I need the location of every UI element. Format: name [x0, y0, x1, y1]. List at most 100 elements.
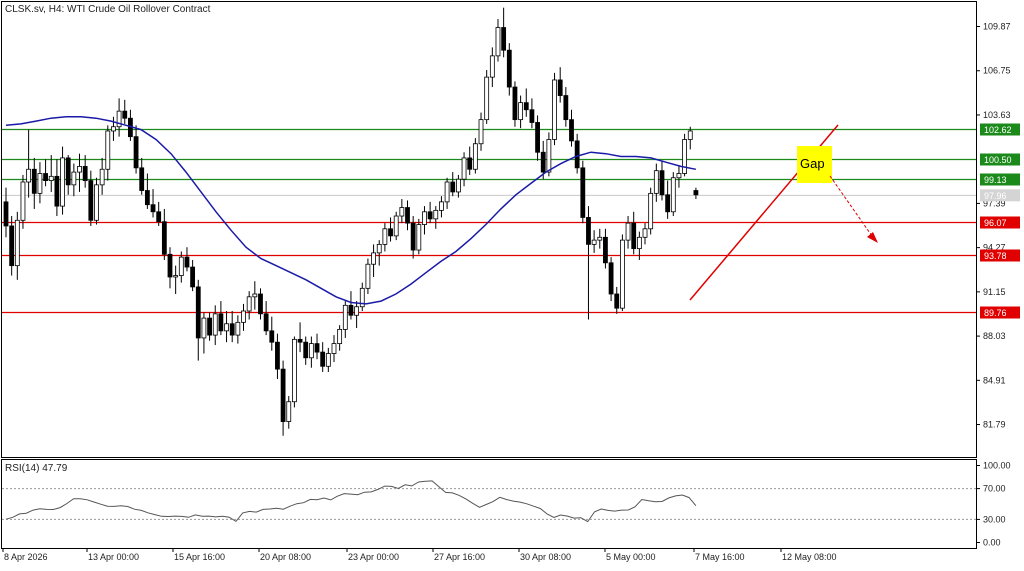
candle-bearish	[88, 180, 94, 221]
candle-bullish	[546, 139, 552, 173]
rsi-tick-label: 70.00	[983, 484, 1006, 494]
candle-bearish	[167, 253, 173, 278]
candle-bearish	[280, 368, 286, 422]
price-tick-label: 84.91	[983, 375, 1006, 385]
candle-bearish	[467, 157, 473, 170]
candle-bearish	[574, 140, 580, 169]
candle-bearish	[263, 313, 269, 332]
candle-bullish	[201, 317, 207, 339]
main-panel-frame	[1, 1, 977, 458]
current-price-box	[980, 189, 1020, 202]
candle-bearish	[388, 228, 393, 237]
candle-bullish	[439, 201, 444, 211]
gap-label: Gap	[800, 156, 825, 171]
candle-bullish	[178, 256, 184, 276]
price-tick-label: 91.15	[983, 287, 1006, 297]
candle-bullish	[495, 27, 501, 57]
level-label: 89.76	[984, 308, 1007, 318]
candle-bullish	[648, 192, 654, 230]
time-tick-label: 20 Apr 08:00	[260, 552, 311, 562]
candle-bullish	[99, 168, 105, 186]
rsi-tick-label: 0.00	[983, 538, 1001, 548]
time-tick-label: 27 Apr 16:00	[434, 552, 485, 562]
candle-bullish	[455, 178, 461, 193]
candle-bearish	[122, 110, 128, 119]
candle-bearish	[535, 122, 540, 153]
candle-bullish	[472, 143, 478, 170]
candle-bullish	[365, 263, 371, 289]
candle-bullish	[670, 177, 676, 213]
candle-bearish	[161, 221, 167, 255]
level-label-box	[980, 153, 1020, 166]
candle-bullish	[246, 296, 252, 312]
candle-bearish	[258, 293, 263, 315]
candle-bearish	[82, 166, 88, 181]
level-label: 93.78	[984, 251, 1007, 261]
candle-bearish	[218, 313, 224, 332]
time-tick-label: 13 Apr 00:00	[88, 552, 139, 562]
candlestick-series	[3, 7, 699, 436]
candle-bearish	[608, 262, 614, 295]
level-label: 100.50	[984, 155, 1012, 165]
time-tick-label: 7 May 16:00	[695, 552, 745, 562]
candle-bearish	[133, 136, 139, 169]
candle-bullish	[444, 181, 450, 203]
candle-bearish	[450, 181, 456, 193]
moving-average-line	[5, 116, 697, 305]
candle-bearish	[410, 222, 416, 251]
level-label: 96.07	[984, 218, 1007, 228]
candle-bullish	[94, 184, 99, 221]
candle-bearish	[348, 304, 354, 316]
candle-bullish	[212, 313, 218, 336]
price-tick-label: 94.27	[983, 243, 1006, 253]
candle-bearish	[512, 86, 518, 121]
level-label-box	[980, 123, 1020, 136]
candle-bullish	[14, 219, 20, 267]
level-label-box	[980, 306, 1020, 319]
candle-bearish	[269, 330, 275, 343]
candle-bearish	[9, 225, 15, 267]
candle-bearish	[586, 217, 591, 245]
candle-bullish	[241, 310, 246, 323]
time-tick-label: 8 Apr 2026	[4, 552, 48, 562]
candle-bearish	[427, 211, 433, 220]
price-tick-label: 97.39	[983, 198, 1006, 208]
candle-bearish	[540, 151, 546, 173]
candle-bullish	[342, 304, 348, 330]
candle-bullish	[60, 157, 65, 207]
candle-bearish	[31, 168, 37, 194]
price-tick-label: 81.79	[983, 420, 1006, 430]
candle-bearish	[43, 173, 48, 181]
candle-bullish	[308, 343, 314, 359]
candle-bullish	[235, 321, 241, 336]
level-label-box	[980, 249, 1020, 262]
candle-bearish	[580, 167, 586, 218]
time-tick-label: 12 May 08:00	[782, 552, 837, 562]
candle-bullish	[393, 215, 399, 237]
candle-bullish	[325, 353, 331, 367]
candle-bullish	[416, 224, 422, 251]
candle-bearish	[156, 211, 162, 223]
candle-bullish	[399, 207, 405, 217]
candle-bullish	[252, 293, 258, 298]
rsi-line	[5, 480, 697, 523]
candle-bullish	[105, 130, 111, 170]
candle-bullish	[48, 175, 54, 181]
chart-symbol: CLSK.sv, H4:	[5, 4, 64, 15]
candle-bullish	[77, 166, 82, 173]
level-label: 102.62	[984, 125, 1012, 135]
price-tick-label: 109.87	[983, 22, 1011, 32]
candle-bullish	[359, 287, 365, 308]
candle-bearish	[631, 222, 637, 250]
time-tick-label: 23 Apr 00:00	[348, 552, 399, 562]
candle-bullish	[286, 401, 292, 422]
candle-bearish	[320, 351, 326, 367]
price-tick-label: 103.63	[983, 110, 1011, 120]
candle-bearish	[603, 236, 608, 264]
candle-bearish	[557, 79, 563, 96]
moving-average-series	[5, 116, 697, 305]
candle-bullish	[489, 55, 495, 78]
level-label-box	[980, 173, 1020, 186]
